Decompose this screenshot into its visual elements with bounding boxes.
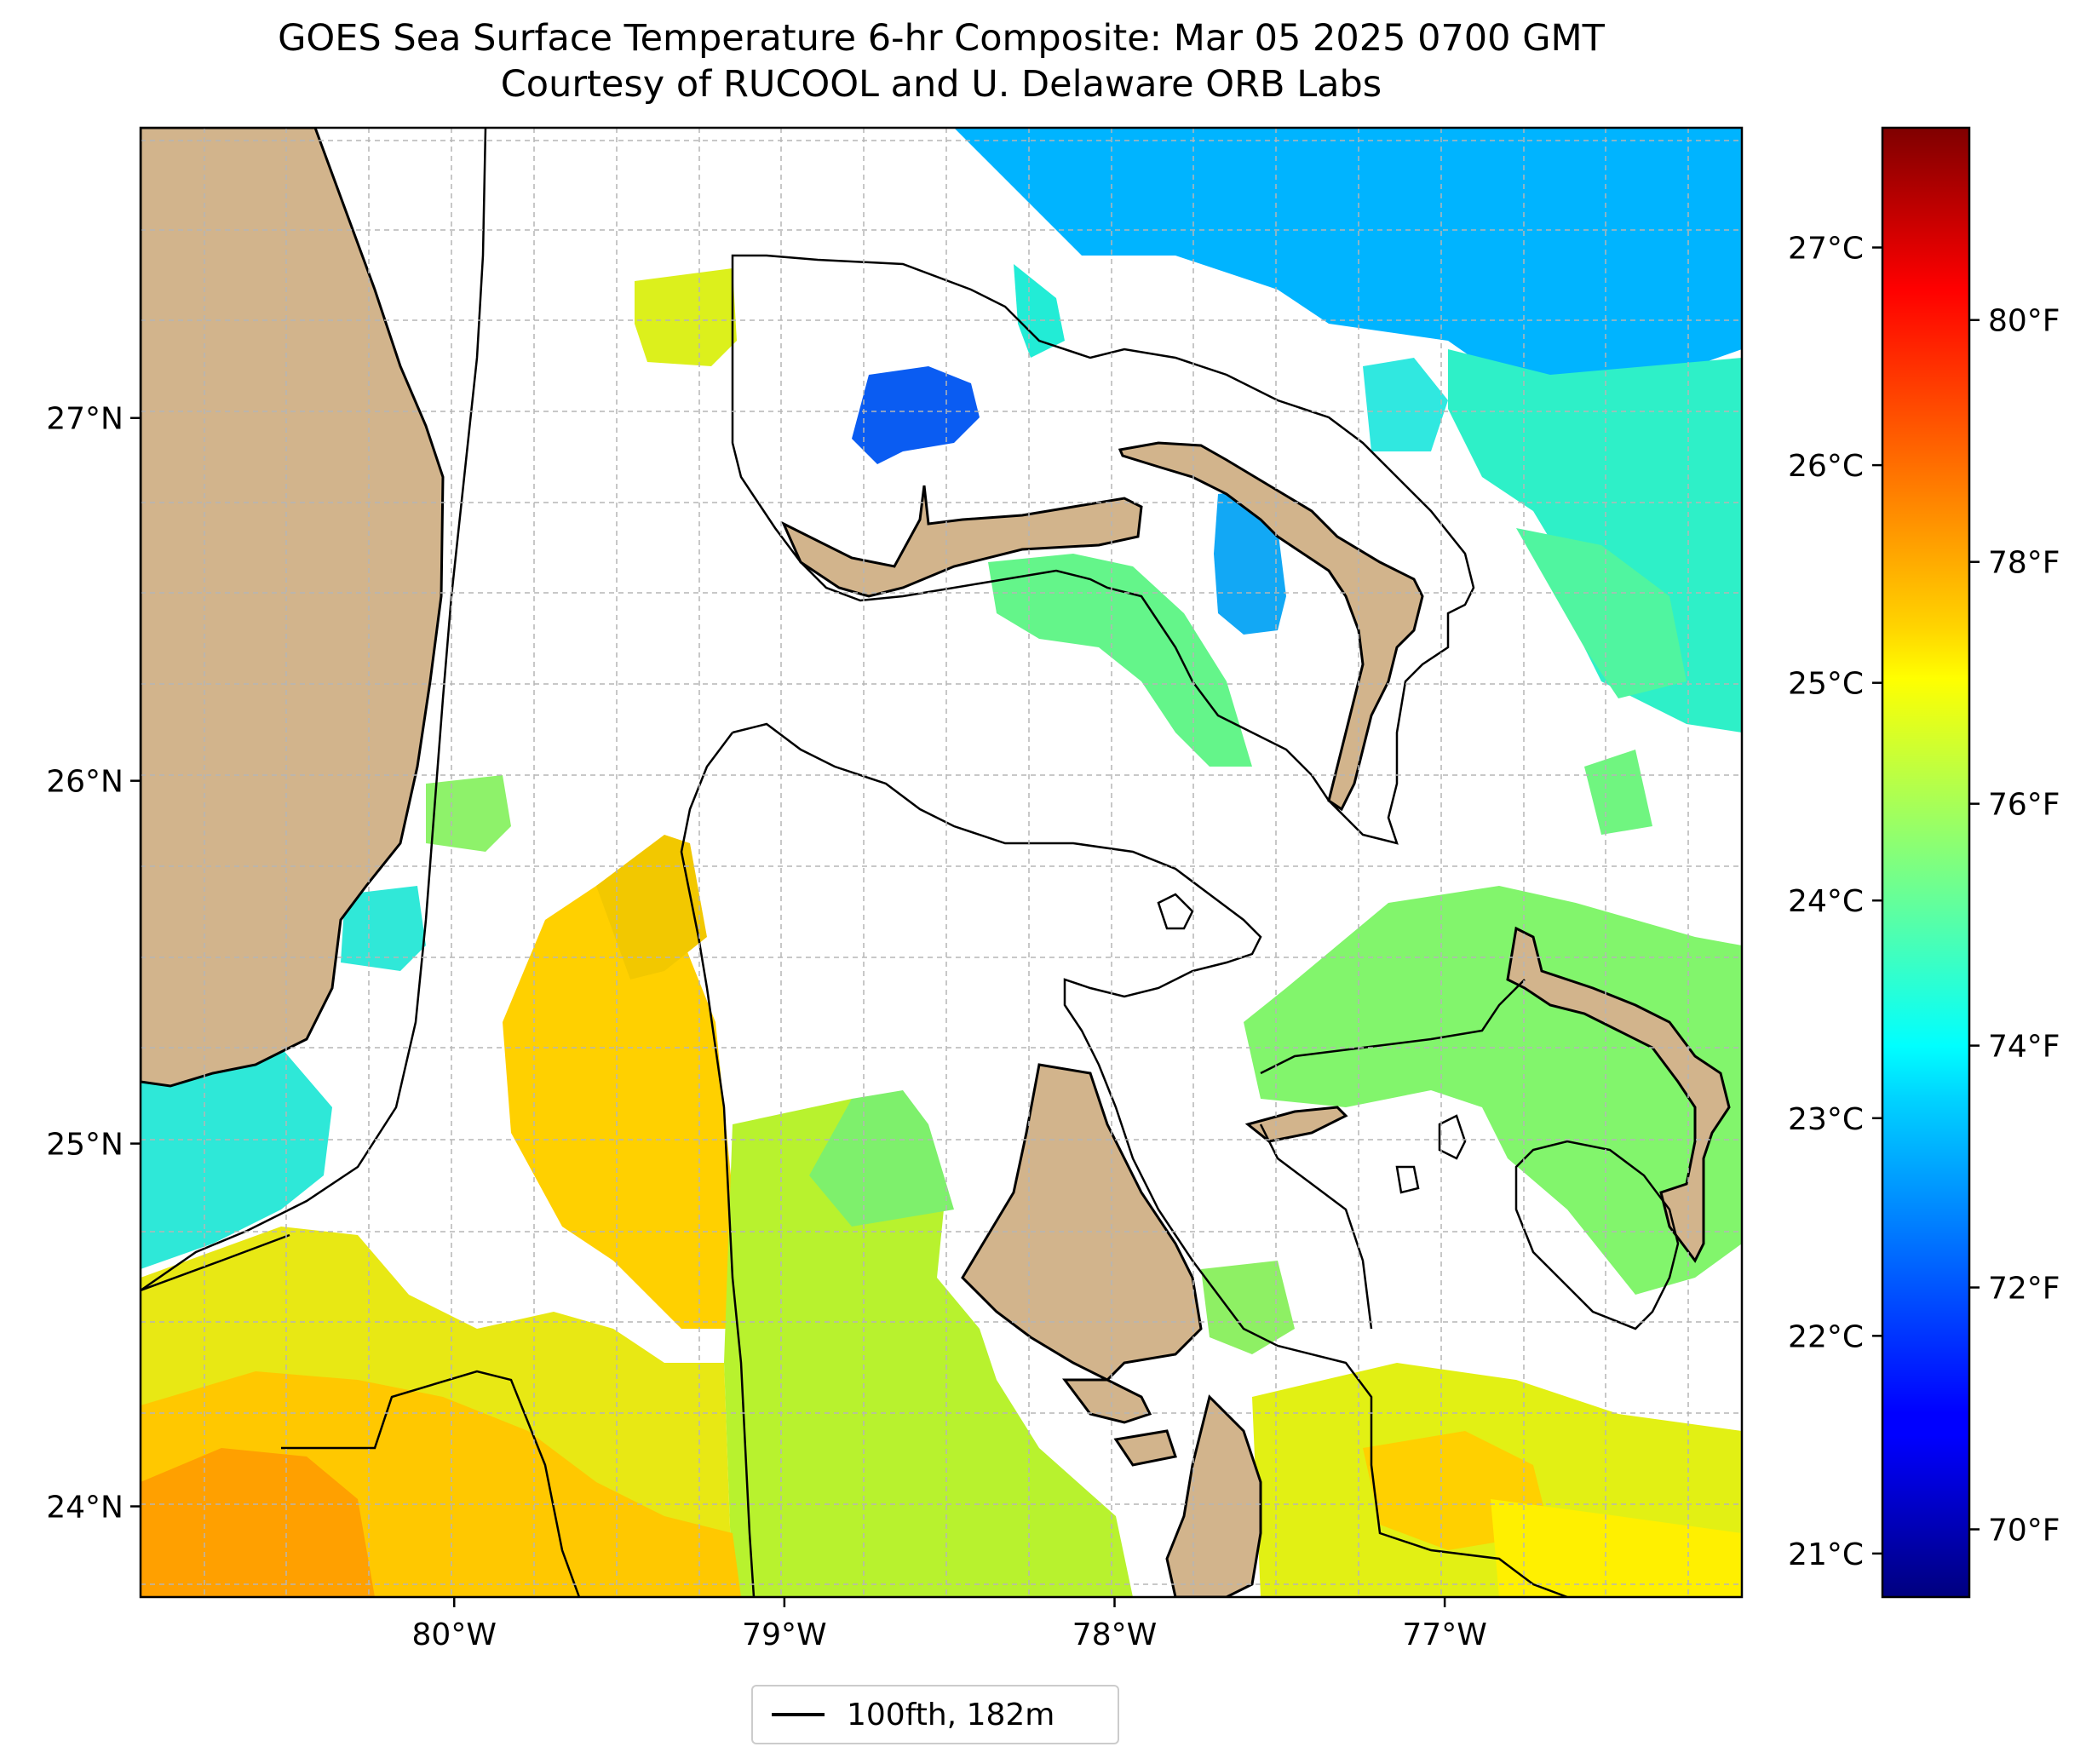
fahrenheit-tick-label: 80°F: [1988, 304, 2060, 339]
legend-label: 100fth, 182m: [847, 1697, 1055, 1732]
colorbar: [1881, 126, 1971, 1599]
land: [141, 128, 1731, 1597]
lat-tick-label: 24°N: [46, 1491, 124, 1526]
lat-tick-label: 27°N: [46, 402, 124, 437]
legend-line-swatch: [772, 1713, 825, 1716]
sst-patches: [141, 128, 1742, 1597]
celsius-tick-label: 24°C: [1788, 884, 1864, 919]
celsius-tick-label: 22°C: [1788, 1319, 1864, 1354]
celsius-tick-label: 23°C: [1788, 1102, 1864, 1137]
celsius-tick-label: 26°C: [1788, 449, 1864, 484]
lon-tick-label: 80°W: [412, 1617, 497, 1652]
longitude-axis: 80°W 79°W 78°W 77°W: [412, 1597, 1487, 1652]
fahrenheit-tick-label: 74°F: [1988, 1030, 2060, 1065]
celsius-tick-label: 25°C: [1788, 667, 1864, 702]
map-title: GOES Sea Surface Temperature 6-hr Compos…: [141, 15, 1742, 107]
title-line-1: GOES Sea Surface Temperature 6-hr Compos…: [278, 17, 1605, 60]
latitude-axis: 24°N 25°N 26°N 27°N: [46, 402, 141, 1526]
map-frame: [139, 126, 1744, 1599]
lon-tick-label: 78°W: [1072, 1617, 1157, 1652]
lon-tick-label: 79°W: [742, 1617, 826, 1652]
lat-tick-label: 26°N: [46, 765, 124, 800]
fahrenheit-tick-label: 70°F: [1988, 1513, 2060, 1548]
legend: 100fth, 182m: [751, 1685, 1119, 1744]
fahrenheit-tick-label: 78°F: [1988, 546, 2060, 581]
colorbar-celsius-axis: 21°C 22°C 23°C 24°C 25°C 26°C 27°C: [1788, 232, 1882, 1572]
colorbar-fahrenheit-axis: 70°F 72°F 74°F 76°F 78°F 80°F: [1969, 304, 2060, 1548]
lat-tick-label: 25°N: [46, 1128, 124, 1163]
fahrenheit-tick-label: 76°F: [1988, 788, 2060, 823]
graticule: [141, 128, 1742, 1597]
celsius-tick-label: 21°C: [1788, 1537, 1864, 1572]
fahrenheit-tick-label: 72°F: [1988, 1272, 2060, 1307]
celsius-tick-label: 27°C: [1788, 232, 1864, 267]
title-line-2: Courtesy of RUCOOL and U. Delaware ORB L…: [500, 63, 1382, 106]
lon-tick-label: 77°W: [1402, 1617, 1486, 1652]
sst-map: [141, 128, 1742, 1597]
